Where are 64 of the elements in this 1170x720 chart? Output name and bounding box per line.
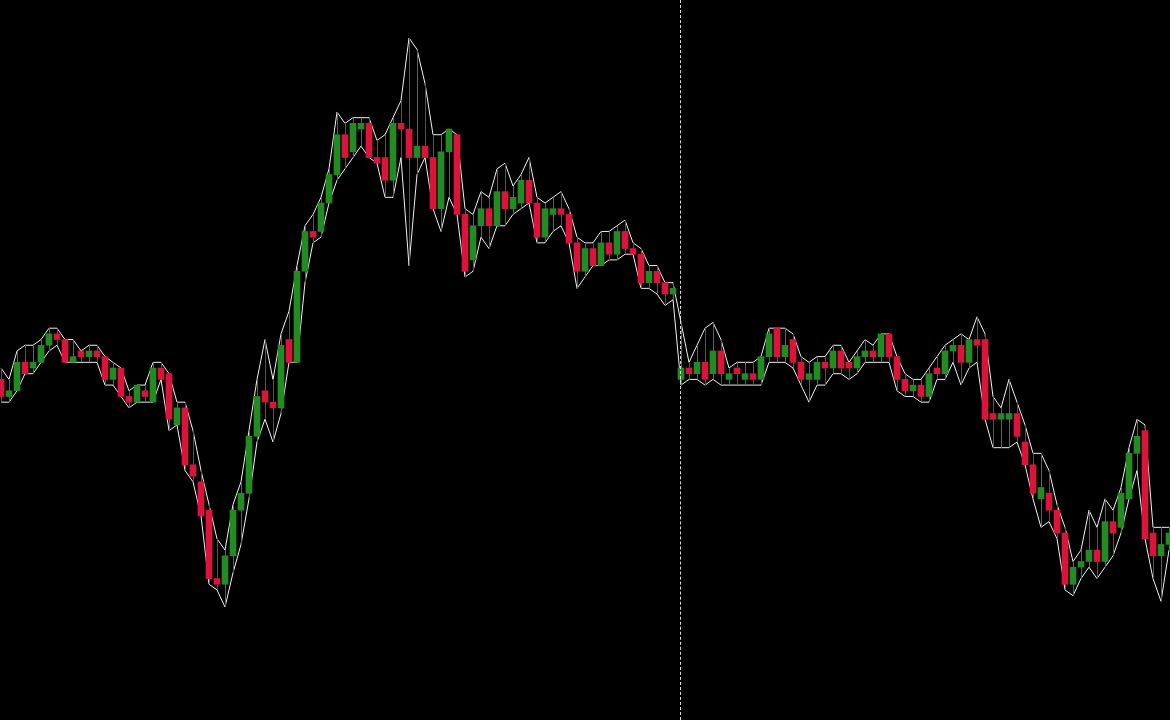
candlestick [917,378,925,403]
candlestick [477,191,485,238]
candlestick [381,134,389,198]
candlestick [957,333,965,386]
candlestick [589,242,597,267]
candlestick [69,339,77,363]
candlestick [653,265,661,295]
candlestick [645,265,653,289]
candlestick [213,538,221,591]
candlestick [853,350,861,375]
candlestick [1037,452,1045,528]
candlestick [893,356,901,392]
candlestick [237,481,245,545]
candlestick [1093,526,1101,580]
candlestick [341,122,349,170]
candlestick [1005,378,1013,449]
candlestick [621,219,629,255]
candlestick [925,367,933,403]
candlestick [789,333,797,369]
candlestick [605,230,613,261]
candlestick [661,282,669,306]
candlestick [997,407,1005,449]
candlestick [805,361,813,403]
candlestick [901,373,909,397]
candlestick [21,344,29,375]
candlestick [285,310,293,363]
candlestick [757,356,765,386]
candlestick [405,37,413,267]
candlestick [973,316,981,363]
candlestick [501,162,509,227]
candlestick [613,225,621,261]
candlestick [189,430,197,483]
candlestick [1085,509,1093,568]
candlestick [965,339,973,369]
candlestick [485,196,493,250]
candlestick [781,327,789,363]
candlestick [989,395,997,449]
candlestick [45,327,53,352]
candlestick [101,356,109,386]
candlestick [1133,418,1141,471]
candlestick [5,378,13,403]
candlestick [741,361,749,386]
candlestick [37,339,45,363]
candlestick [701,327,709,386]
candlestick [1109,509,1117,557]
candlestick [797,356,805,386]
candlestick [1045,469,1053,523]
candlestick [509,185,517,215]
candlestick [1157,526,1165,602]
candlestick [549,196,557,232]
candlestick [1077,549,1085,580]
candlestick [1069,560,1077,597]
candlestick [1013,401,1021,443]
candlestick [749,361,757,386]
candlestick [557,191,565,227]
candlestick [61,339,69,363]
candlestick [581,242,589,278]
candlestick [813,356,821,386]
candlestick [421,83,429,158]
candlestick [693,344,701,380]
candlestick [109,361,117,386]
candlestick [413,48,421,176]
candlestick [261,339,269,420]
candlestick [373,139,381,164]
